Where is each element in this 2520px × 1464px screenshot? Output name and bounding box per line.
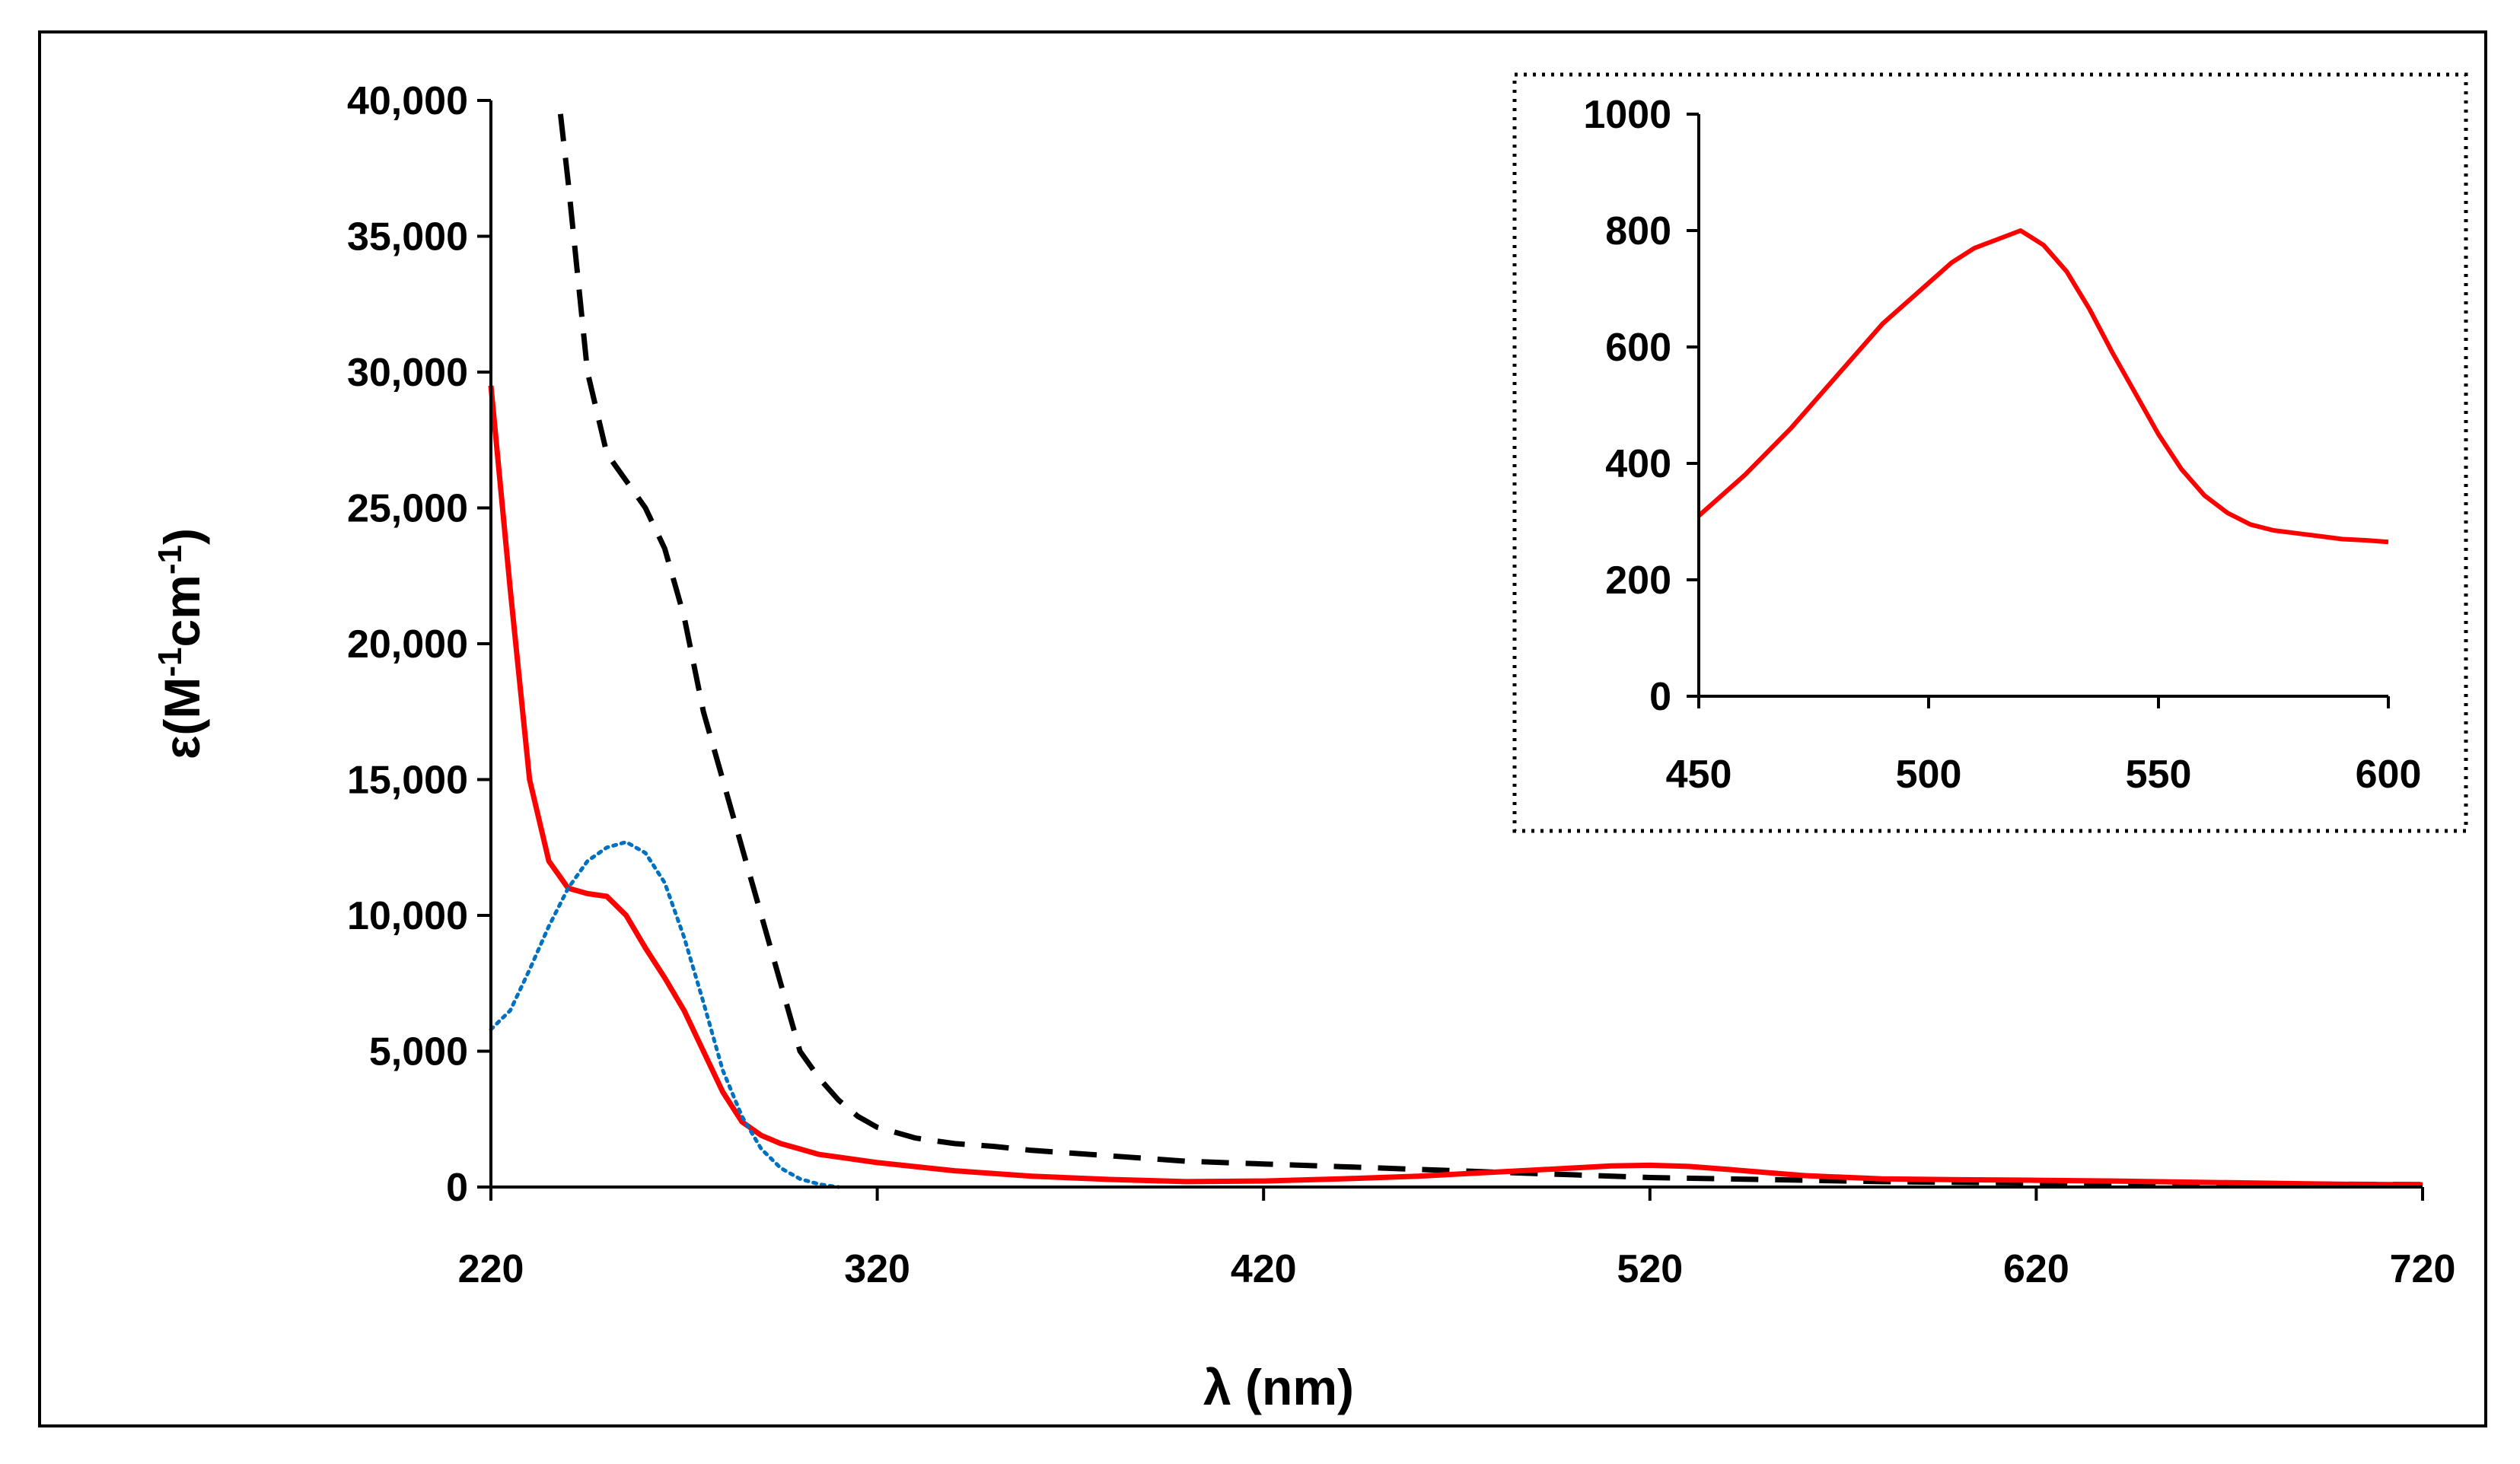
inset-y-tick-label: 600 bbox=[1605, 326, 1671, 370]
main-series-red-solid bbox=[488, 385, 2423, 1188]
main-series-blue-dotted bbox=[489, 840, 841, 1189]
main-y-tick-label: 40,000 bbox=[347, 79, 468, 123]
main-x-tick-label: 320 bbox=[844, 1247, 910, 1291]
x-axis-title: λ (nm) bbox=[1203, 1359, 1354, 1415]
main-y-tick-label: 15,000 bbox=[347, 759, 468, 803]
main-y-ticks: 0 5,000 10,000 15,000 20,000 25,000 30,000 35,0… bbox=[347, 79, 491, 1210]
inset-x-tick-label: 450 bbox=[1666, 753, 1732, 797]
inset-x-tick-label: 550 bbox=[2126, 753, 2192, 797]
inset-plot: 450 500 550 600 0 200 400 600 800 1000 bbox=[1512, 72, 2468, 833]
inset-x-tick-label: 600 bbox=[2356, 753, 2422, 797]
inset-border bbox=[1512, 72, 2468, 833]
main-y-tick-label: 35,000 bbox=[347, 215, 468, 259]
main-x-tick-label: 220 bbox=[458, 1247, 524, 1291]
main-x-ticks: 220 320 420 520 620 720 bbox=[458, 1187, 2456, 1291]
main-y-tick-label: 25,000 bbox=[347, 487, 468, 531]
y-axis-title: ε(M-1cm-1) bbox=[151, 528, 210, 759]
main-y-tick-label: 0 bbox=[446, 1166, 468, 1210]
inset-y-tick-label: 400 bbox=[1605, 442, 1671, 486]
y-axis-title-sup1: -1 bbox=[151, 648, 189, 677]
inset-y-tick-label: 800 bbox=[1605, 209, 1671, 253]
inset-series-red-inset bbox=[1697, 228, 2389, 545]
y-axis-title-sup2: -1 bbox=[151, 545, 189, 574]
y-axis-title-mid: cm bbox=[154, 574, 210, 647]
y-axis-title-prefix: ε(M bbox=[154, 677, 210, 759]
inset-x-ticks: 450 500 550 600 bbox=[1666, 696, 2422, 797]
main-x-tick-label: 620 bbox=[2003, 1247, 2069, 1291]
inset-y-tick-label: 0 bbox=[1649, 675, 1671, 719]
main-series-black-dashed bbox=[557, 113, 2423, 1188]
inset-series-group bbox=[1697, 228, 2389, 545]
main-x-tick-label: 720 bbox=[2390, 1247, 2456, 1291]
inset-y-ticks: 0 200 400 600 800 1000 bbox=[1583, 93, 1699, 719]
main-x-tick-label: 520 bbox=[1617, 1247, 1683, 1291]
inset-y-tick-label: 200 bbox=[1605, 559, 1671, 603]
main-y-tick-label: 20,000 bbox=[347, 622, 468, 667]
main-y-tick-label: 10,000 bbox=[347, 894, 468, 938]
inset-y-tick-label: 1000 bbox=[1583, 93, 1671, 137]
y-axis-title-suffix: ) bbox=[154, 528, 210, 545]
main-y-tick-label: 5,000 bbox=[369, 1030, 468, 1074]
main-plot: 220 320 420 520 620 720 0 5,000 10,000 15,000 20,… bbox=[151, 79, 2455, 1415]
main-x-tick-label: 420 bbox=[1231, 1247, 1297, 1291]
main-y-tick-label: 30,000 bbox=[347, 351, 468, 395]
inset-x-tick-label: 500 bbox=[1896, 753, 1962, 797]
main-series-group bbox=[488, 113, 2423, 1189]
